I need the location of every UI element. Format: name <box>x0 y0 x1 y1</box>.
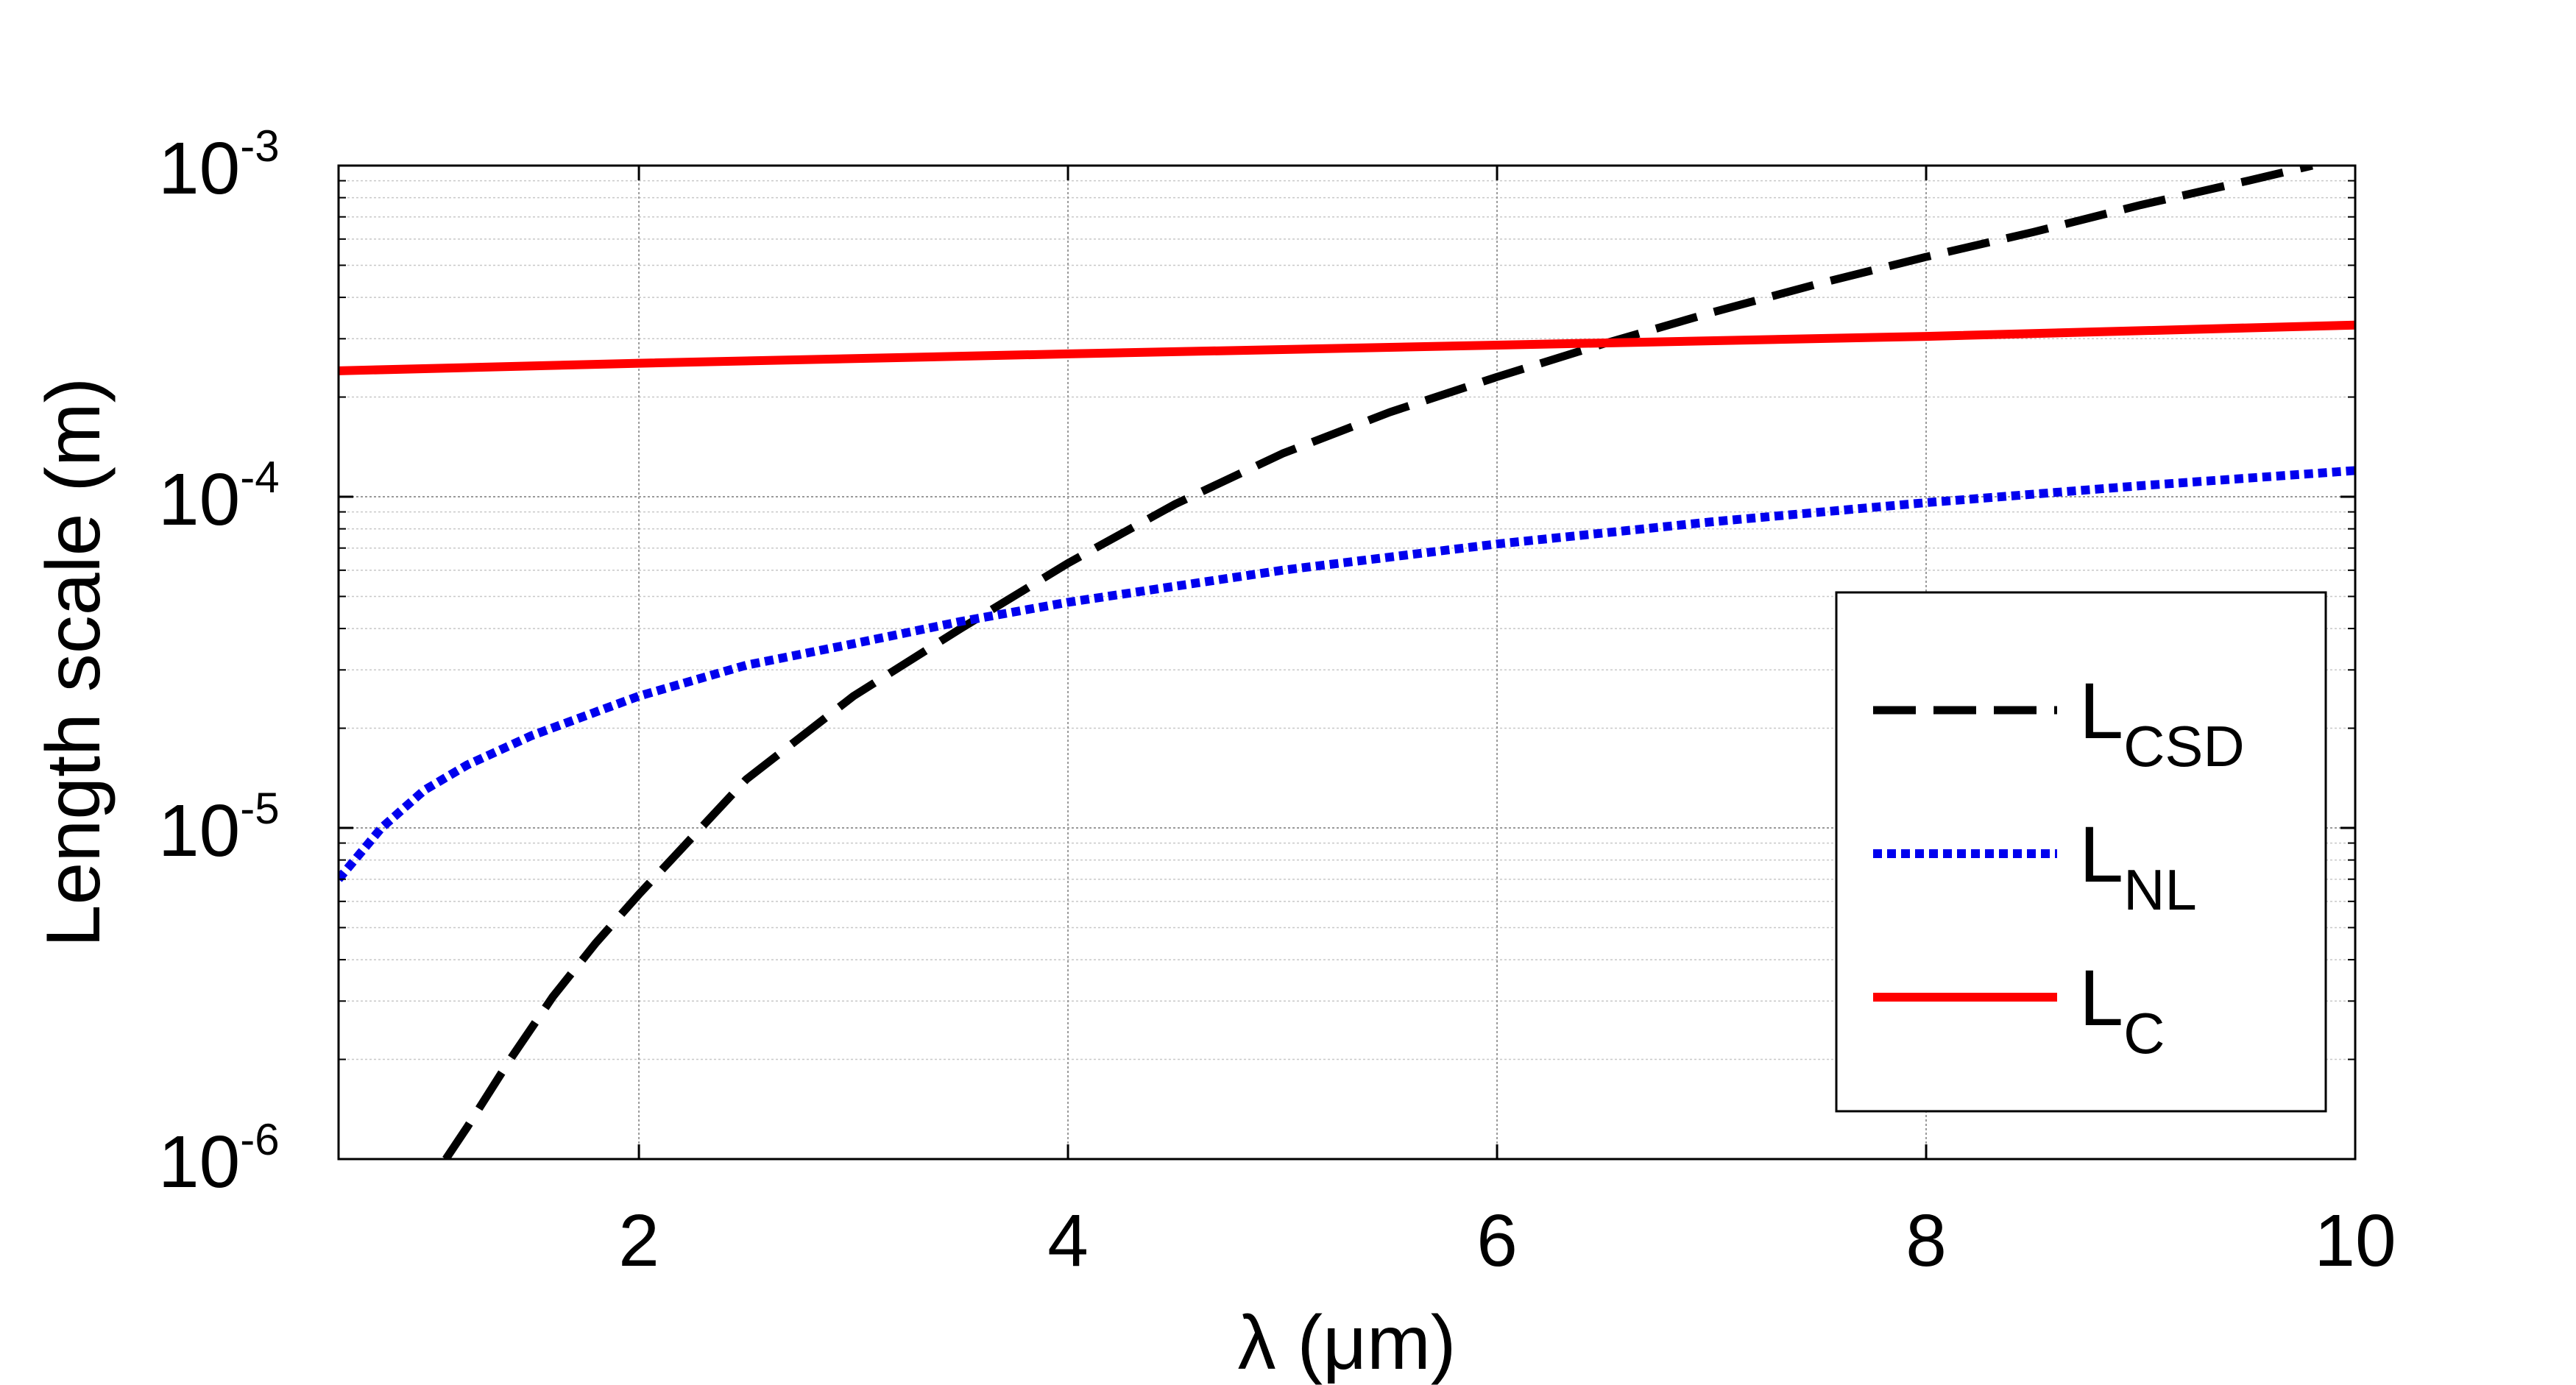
y-tick-label: 10-4 <box>158 453 280 541</box>
x-tick-label: 8 <box>1906 1200 1947 1282</box>
legend-label-c: LC <box>2079 953 2165 1066</box>
x-tick-label: 10 <box>2314 1200 2396 1282</box>
x-tick-label: 6 <box>1476 1200 1518 1282</box>
plot-area-frame <box>337 164 2357 1161</box>
x-tick-label: 4 <box>1047 1200 1089 1282</box>
legend-label-nl: LNL <box>2079 810 2197 922</box>
y-axis-label: Length scale (m) <box>31 378 116 948</box>
y-tick-label: 10-6 <box>158 1115 280 1203</box>
y-ticks: 10-6 10-5 10-4 10-3 <box>158 121 2355 1203</box>
series-line-c <box>339 320 2355 375</box>
minor-grid <box>339 180 2355 1060</box>
x-ticks: 2 4 6 8 10 <box>618 166 2396 1282</box>
series-line-nl <box>339 466 2355 882</box>
x-tick-label: 2 <box>618 1200 659 1282</box>
series-line-csd <box>442 166 2313 1159</box>
y-tick-label: 10-5 <box>158 784 280 872</box>
legend: LCSD LNL LC <box>1835 591 2327 1113</box>
x-axis-label: λ (μm) <box>1238 1300 1457 1385</box>
series-group <box>339 166 2355 1159</box>
y-tick-label: 10-3 <box>158 121 280 210</box>
legend-label-csd: LCSD <box>2079 666 2245 779</box>
